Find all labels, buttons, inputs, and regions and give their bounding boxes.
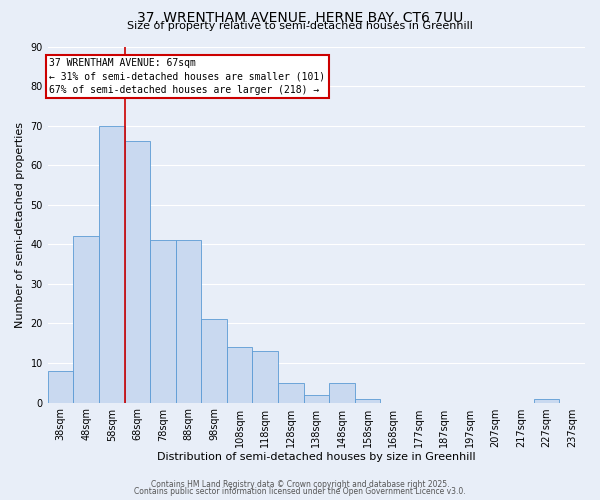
Bar xyxy=(227,347,253,403)
Y-axis label: Number of semi-detached properties: Number of semi-detached properties xyxy=(15,122,25,328)
Bar xyxy=(278,383,304,402)
Bar xyxy=(125,142,150,402)
X-axis label: Distribution of semi-detached houses by size in Greenhill: Distribution of semi-detached houses by … xyxy=(157,452,476,462)
Bar xyxy=(534,398,559,402)
Text: Size of property relative to semi-detached houses in Greenhill: Size of property relative to semi-detach… xyxy=(127,21,473,31)
Bar xyxy=(99,126,125,402)
Text: Contains public sector information licensed under the Open Government Licence v3: Contains public sector information licen… xyxy=(134,487,466,496)
Text: Contains HM Land Registry data © Crown copyright and database right 2025.: Contains HM Land Registry data © Crown c… xyxy=(151,480,449,489)
Bar xyxy=(201,320,227,402)
Bar xyxy=(253,351,278,403)
Bar xyxy=(355,398,380,402)
Bar xyxy=(73,236,99,402)
Bar xyxy=(48,371,73,402)
Bar xyxy=(304,394,329,402)
Bar xyxy=(176,240,201,402)
Bar xyxy=(329,383,355,402)
Text: 37, WRENTHAM AVENUE, HERNE BAY, CT6 7UU: 37, WRENTHAM AVENUE, HERNE BAY, CT6 7UU xyxy=(137,11,463,25)
Bar xyxy=(150,240,176,402)
Text: 37 WRENTHAM AVENUE: 67sqm
← 31% of semi-detached houses are smaller (101)
67% of: 37 WRENTHAM AVENUE: 67sqm ← 31% of semi-… xyxy=(49,58,325,95)
